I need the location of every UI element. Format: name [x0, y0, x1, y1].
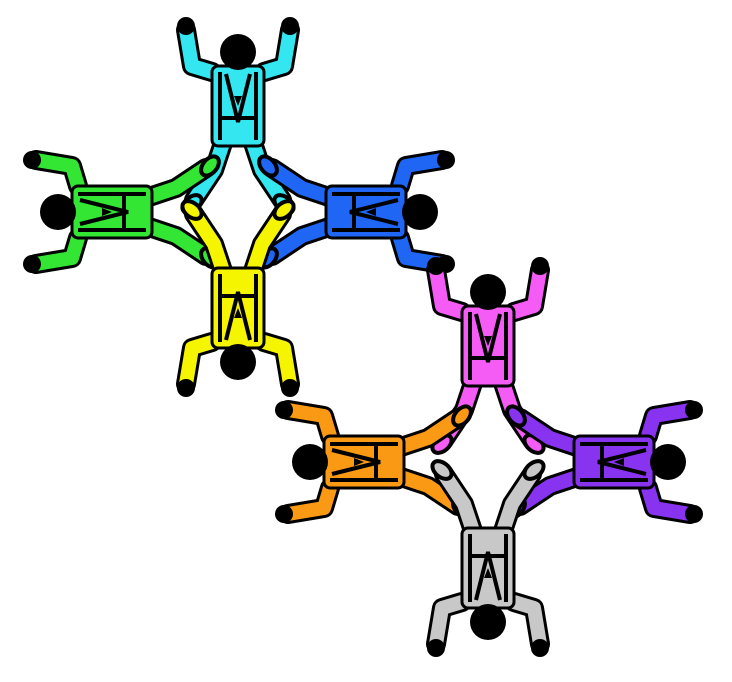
jumper-gray: [426, 459, 550, 657]
head-icon: [220, 344, 256, 380]
head-icon: [470, 604, 506, 640]
head-icon: [220, 34, 256, 70]
jumper-green: [23, 150, 221, 274]
head-icon: [402, 194, 438, 230]
jumper-orange: [275, 400, 473, 524]
jumper-yellow: [176, 199, 300, 397]
jumper-cyan: [176, 17, 300, 215]
head-icon: [40, 194, 76, 230]
jumper-purple: [505, 400, 703, 524]
head-icon: [470, 274, 506, 310]
jumpers-group: [23, 17, 703, 657]
head-icon: [292, 444, 328, 480]
jumper-magenta: [426, 257, 550, 455]
head-icon: [650, 444, 686, 480]
